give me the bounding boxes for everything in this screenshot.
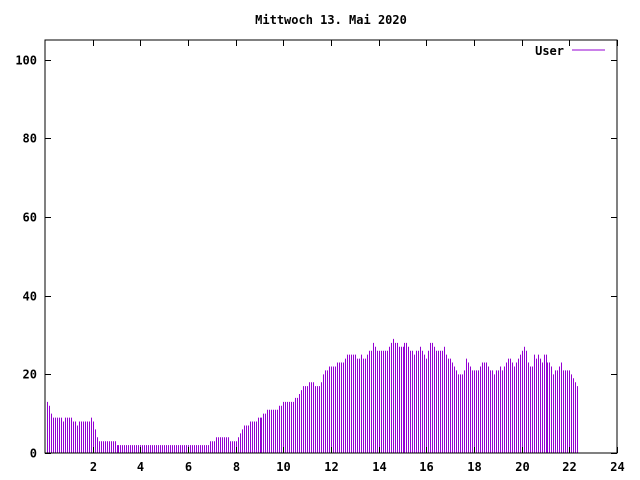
- x-tick-label: 22: [562, 460, 576, 474]
- x-tick-label: 6: [185, 460, 192, 474]
- x-tick-label: 24: [610, 460, 624, 474]
- x-tick-label: 12: [324, 460, 338, 474]
- x-tick-label: 14: [372, 460, 386, 474]
- x-tick-label: 10: [276, 460, 290, 474]
- x-tick-label: 20: [515, 460, 529, 474]
- x-tick-label: 8: [233, 460, 240, 474]
- y-tick-label: 100: [15, 54, 37, 68]
- chart-title: Mittwoch 13. Mai 2020: [255, 13, 407, 27]
- x-tick-label: 16: [419, 460, 433, 474]
- legend-label: User: [535, 44, 564, 58]
- bars-layer: [47, 338, 578, 453]
- legend: User: [535, 44, 605, 58]
- x-tick-label: 18: [467, 460, 481, 474]
- y-tick-label: 0: [30, 447, 37, 461]
- y-tick-label: 80: [23, 132, 37, 146]
- y-tick-label: 20: [23, 368, 37, 382]
- x-tick-label: 4: [137, 460, 144, 474]
- plot-frame: [44, 39, 618, 454]
- y-tick-label: 60: [23, 211, 37, 225]
- y-tick-label: 40: [23, 290, 37, 304]
- x-tick-label: 2: [90, 460, 97, 474]
